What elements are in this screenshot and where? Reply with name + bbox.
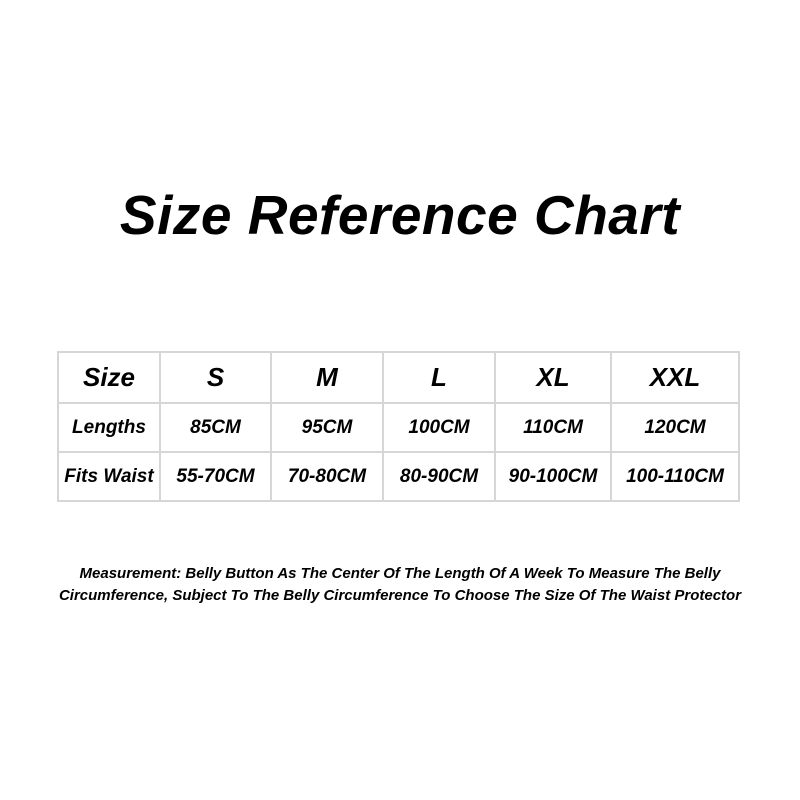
table-cell: 100CM — [382, 402, 496, 453]
table-cell: 120CM — [610, 402, 740, 453]
table-cell: 95CM — [270, 402, 384, 453]
table-cell: 80-90CM — [382, 451, 496, 502]
note-line-1: Measurement: Belly Button As The Center … — [79, 565, 721, 582]
table-cell: 100-110CM — [610, 451, 740, 502]
table-row: Lengths 85CM 95CM 100CM 110CM 120CM — [57, 402, 740, 453]
table-row: Fits Waist 55-70CM 70-80CM 80-90CM 90-100CM 1… — [57, 451, 740, 502]
measurement-note: Measurement: Belly Button As The Center … — [0, 563, 800, 607]
row-label: Lengths — [57, 402, 161, 453]
table-cell: L — [382, 351, 496, 404]
table-cell: M — [270, 351, 384, 404]
row-label: Fits Waist — [57, 451, 161, 502]
table-cell: S — [159, 351, 272, 404]
table-cell: XXL — [610, 351, 740, 404]
row-label: Size — [57, 351, 161, 404]
table-header-row: Size S M L XL XXL — [57, 351, 740, 404]
size-table: Size S M L XL XXL Lengths 85CM 95CM 100CM 110CM 120… — [57, 351, 740, 502]
table-cell: 110CM — [494, 402, 612, 453]
table-cell: XL — [494, 351, 612, 404]
table-cell: 90-100CM — [494, 451, 612, 502]
page-title: Size Reference Chart — [119, 184, 681, 246]
note-line-2: Circumference, Subject To The Belly Circ… — [58, 587, 742, 604]
table-cell: 85CM — [159, 402, 272, 453]
table-cell: 55-70CM — [159, 451, 272, 502]
table-cell: 70-80CM — [270, 451, 384, 502]
